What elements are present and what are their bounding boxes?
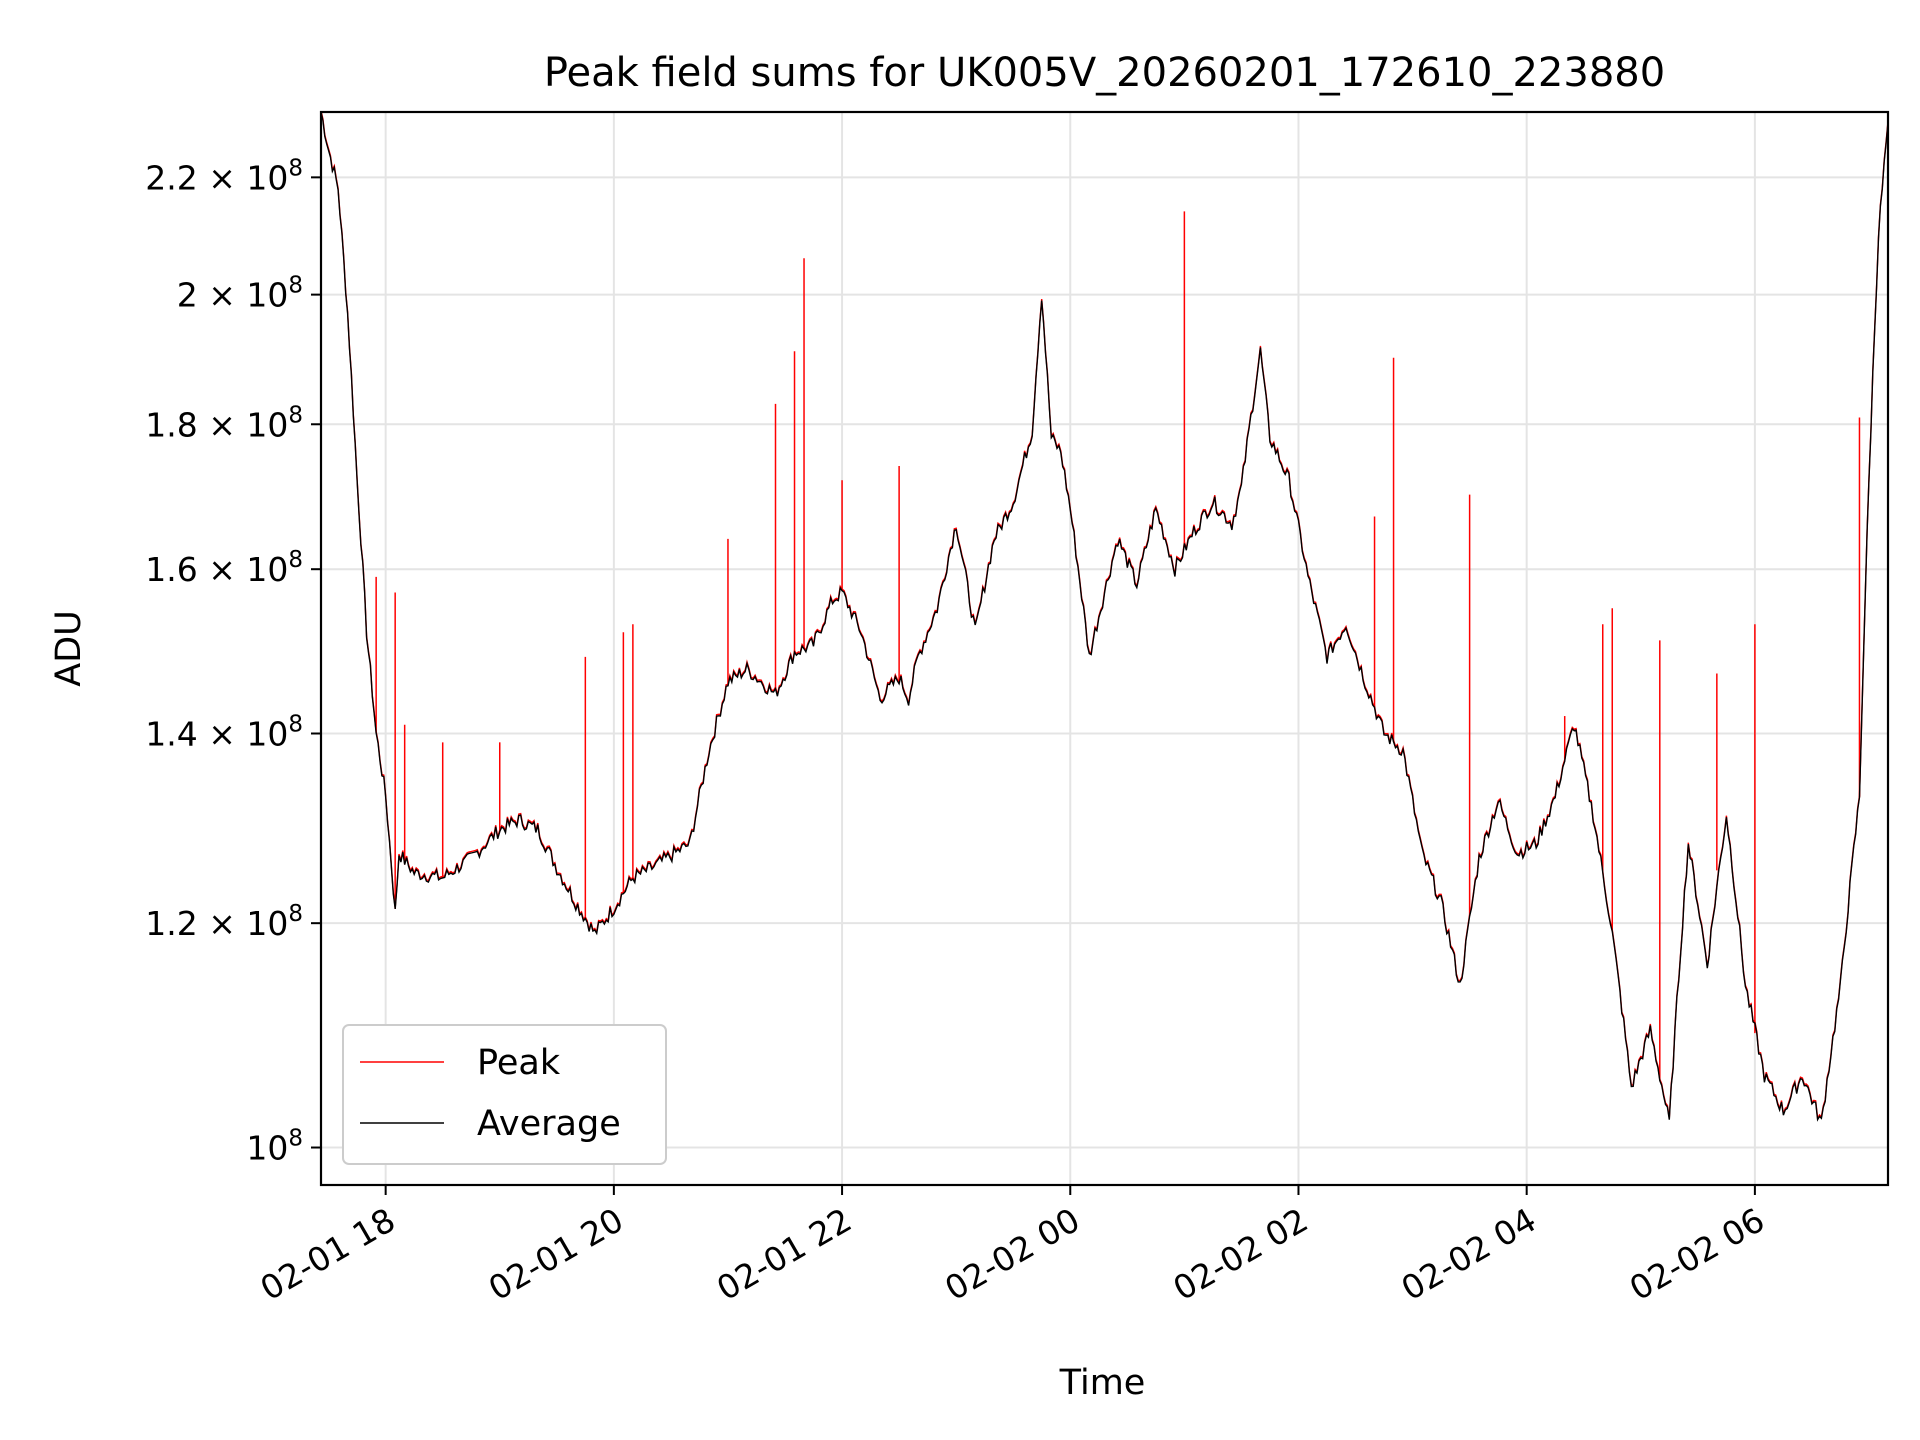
y-tick-label: 2.2 × 108 bbox=[145, 155, 303, 197]
y-tick-label: 108 bbox=[246, 1126, 303, 1168]
series-layer bbox=[321, 112, 1888, 1122]
average-series-line bbox=[321, 112, 1888, 1122]
legend-average-label: Average bbox=[477, 1104, 621, 1144]
y-tick-label: 1.4 × 108 bbox=[145, 712, 303, 754]
legend-peak-label: Peak bbox=[477, 1043, 561, 1083]
y-axis-label: ADU bbox=[49, 610, 89, 687]
y-tick-label: 1.6 × 108 bbox=[145, 547, 303, 589]
y-tick-label: 1.8 × 108 bbox=[145, 402, 303, 444]
plot-frame bbox=[319, 110, 1890, 1187]
y-tick-label: 2 × 108 bbox=[177, 273, 303, 315]
legend-box bbox=[342, 1024, 667, 1165]
legend: Peak Average bbox=[342, 1024, 667, 1165]
x-axis-label: Time bbox=[1059, 1363, 1146, 1403]
y-tick-label: 1.2 × 108 bbox=[145, 901, 303, 943]
chart-title: Peak field sums for UK005V_20260201_1726… bbox=[544, 50, 1665, 96]
